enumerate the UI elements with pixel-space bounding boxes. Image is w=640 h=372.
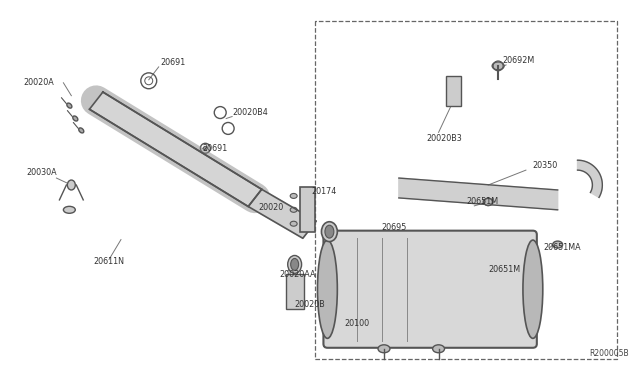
Ellipse shape	[290, 221, 297, 226]
FancyBboxPatch shape	[300, 187, 316, 232]
Polygon shape	[90, 92, 262, 206]
Text: 20020AA: 20020AA	[280, 270, 316, 279]
Text: 20174: 20174	[312, 187, 337, 196]
Text: 20651MA: 20651MA	[544, 243, 581, 252]
Ellipse shape	[73, 116, 78, 121]
Ellipse shape	[290, 207, 297, 212]
Ellipse shape	[67, 180, 76, 190]
Text: 20651M: 20651M	[467, 198, 499, 206]
Ellipse shape	[290, 193, 297, 198]
Ellipse shape	[317, 240, 337, 339]
Ellipse shape	[321, 222, 337, 241]
Bar	[445, 76, 461, 106]
Text: 20651M: 20651M	[488, 265, 520, 274]
Polygon shape	[577, 160, 602, 198]
Polygon shape	[399, 178, 557, 210]
Text: 20691: 20691	[161, 58, 186, 67]
Text: 20611N: 20611N	[93, 257, 124, 266]
Bar	[285, 274, 303, 309]
Ellipse shape	[288, 256, 301, 273]
Ellipse shape	[553, 241, 563, 248]
Ellipse shape	[79, 128, 84, 133]
Polygon shape	[248, 189, 316, 238]
Text: 20350: 20350	[533, 161, 558, 170]
Ellipse shape	[63, 206, 76, 213]
Circle shape	[305, 207, 310, 213]
Circle shape	[305, 221, 310, 227]
Ellipse shape	[523, 240, 543, 339]
Circle shape	[305, 193, 310, 199]
Text: 20020B: 20020B	[294, 299, 325, 309]
Ellipse shape	[291, 259, 299, 270]
Ellipse shape	[325, 225, 334, 238]
Text: 20100: 20100	[344, 320, 369, 328]
Text: 20020: 20020	[258, 203, 283, 212]
Text: 20020B3: 20020B3	[427, 134, 463, 143]
Text: R200005B: R200005B	[589, 349, 629, 358]
Circle shape	[204, 146, 207, 150]
Ellipse shape	[492, 62, 504, 70]
Text: 20030A: 20030A	[27, 168, 58, 177]
Text: 20692M: 20692M	[502, 57, 534, 65]
Text: 20695: 20695	[381, 223, 406, 232]
Ellipse shape	[433, 345, 445, 353]
Text: 20691: 20691	[202, 144, 228, 153]
Ellipse shape	[67, 103, 72, 108]
Ellipse shape	[378, 345, 390, 353]
Text: 20020A: 20020A	[24, 78, 54, 87]
FancyBboxPatch shape	[323, 231, 537, 348]
Text: 20020B4: 20020B4	[232, 108, 268, 117]
Ellipse shape	[483, 198, 493, 205]
